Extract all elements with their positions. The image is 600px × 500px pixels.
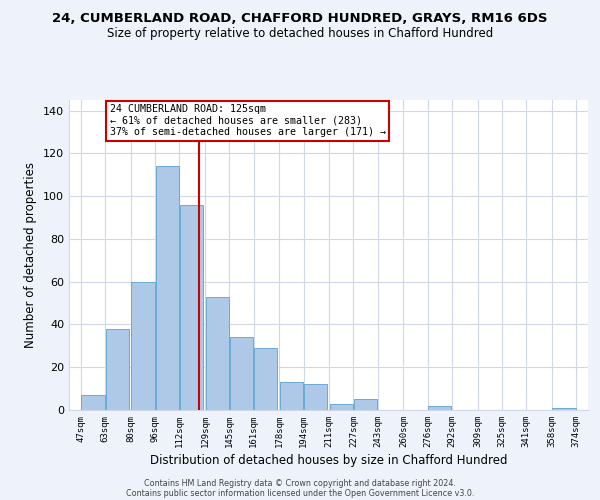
Text: Size of property relative to detached houses in Chafford Hundred: Size of property relative to detached ho… [107,28,493,40]
Text: 24, CUMBERLAND ROAD, CHAFFORD HUNDRED, GRAYS, RM16 6DS: 24, CUMBERLAND ROAD, CHAFFORD HUNDRED, G… [52,12,548,26]
Bar [354,400,377,410]
Y-axis label: Number of detached properties: Number of detached properties [25,162,37,348]
Bar [106,329,129,410]
Bar [428,406,451,410]
Text: Contains HM Land Registry data © Crown copyright and database right 2024.: Contains HM Land Registry data © Crown c… [144,478,456,488]
Bar [230,338,253,410]
Text: 24 CUMBERLAND ROAD: 125sqm
← 61% of detached houses are smaller (283)
37% of sem: 24 CUMBERLAND ROAD: 125sqm ← 61% of deta… [110,104,386,138]
Bar [552,408,575,410]
Bar [82,395,105,410]
Bar [304,384,328,410]
Bar [329,404,353,410]
X-axis label: Distribution of detached houses by size in Chafford Hundred: Distribution of detached houses by size … [150,454,507,467]
Text: Contains public sector information licensed under the Open Government Licence v3: Contains public sector information licen… [126,488,474,498]
Bar [254,348,277,410]
Bar [180,205,203,410]
Bar [280,382,303,410]
Bar [131,282,155,410]
Bar [155,166,179,410]
Bar [206,296,229,410]
